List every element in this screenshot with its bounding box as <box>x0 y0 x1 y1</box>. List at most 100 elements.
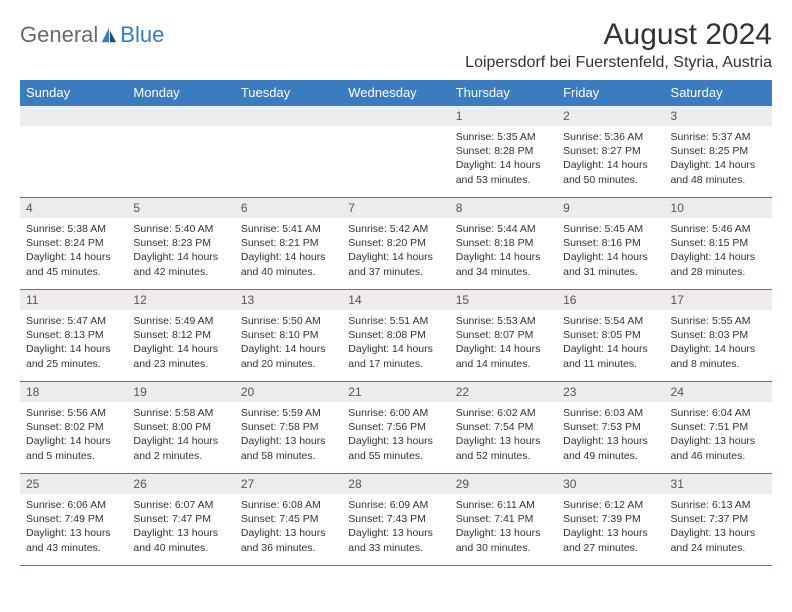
logo-sail-icon <box>100 26 118 44</box>
dayname-row: SundayMondayTuesdayWednesdayThursdayFrid… <box>20 80 772 106</box>
sunrise-line: Sunrise: 5:58 AM <box>133 406 228 420</box>
sunrise-line: Sunrise: 6:00 AM <box>348 406 443 420</box>
sunrise-line: Sunrise: 5:46 AM <box>671 222 766 236</box>
daylight-line: Daylight: 14 hours and 37 minutes. <box>348 250 443 278</box>
daylight-line: Daylight: 14 hours and 45 minutes. <box>26 250 121 278</box>
daylight-line: Daylight: 14 hours and 23 minutes. <box>133 342 228 370</box>
sunrise-line: Sunrise: 6:09 AM <box>348 498 443 512</box>
calendar-cell <box>127 106 234 198</box>
sunset-line: Sunset: 8:00 PM <box>133 420 228 434</box>
sunrise-line: Sunrise: 5:53 AM <box>456 314 551 328</box>
day-details: Sunrise: 5:51 AMSunset: 8:08 PMDaylight:… <box>342 310 449 375</box>
day-details: Sunrise: 6:13 AMSunset: 7:37 PMDaylight:… <box>665 494 772 559</box>
day-details: Sunrise: 5:56 AMSunset: 8:02 PMDaylight:… <box>20 402 127 467</box>
day-header: Friday <box>557 80 664 106</box>
calendar-cell: 14Sunrise: 5:51 AMSunset: 8:08 PMDayligh… <box>342 290 449 382</box>
calendar-cell: 5Sunrise: 5:40 AMSunset: 8:23 PMDaylight… <box>127 198 234 290</box>
calendar-cell: 24Sunrise: 6:04 AMSunset: 7:51 PMDayligh… <box>665 382 772 474</box>
day-details: Sunrise: 5:53 AMSunset: 8:07 PMDaylight:… <box>450 310 557 375</box>
day-details: Sunrise: 5:41 AMSunset: 8:21 PMDaylight:… <box>235 218 342 283</box>
sunset-line: Sunset: 8:20 PM <box>348 236 443 250</box>
sunrise-line: Sunrise: 6:07 AM <box>133 498 228 512</box>
title-block: August 2024 Loipersdorf bei Fuerstenfeld… <box>465 18 772 72</box>
calendar-cell: 20Sunrise: 5:59 AMSunset: 7:58 PMDayligh… <box>235 382 342 474</box>
day-number: 31 <box>665 474 772 494</box>
sunset-line: Sunset: 7:41 PM <box>456 512 551 526</box>
sunrise-line: Sunrise: 6:13 AM <box>671 498 766 512</box>
sunset-line: Sunset: 7:43 PM <box>348 512 443 526</box>
daylight-line: Daylight: 14 hours and 42 minutes. <box>133 250 228 278</box>
month-title: August 2024 <box>465 18 772 52</box>
daylight-line: Daylight: 14 hours and 28 minutes. <box>671 250 766 278</box>
sunset-line: Sunset: 8:16 PM <box>563 236 658 250</box>
daylight-line: Daylight: 13 hours and 43 minutes. <box>26 526 121 554</box>
calendar-week: 18Sunrise: 5:56 AMSunset: 8:02 PMDayligh… <box>20 382 772 474</box>
sunset-line: Sunset: 8:18 PM <box>456 236 551 250</box>
sunset-line: Sunset: 7:56 PM <box>348 420 443 434</box>
sunrise-line: Sunrise: 5:51 AM <box>348 314 443 328</box>
day-number <box>235 106 342 126</box>
day-number: 21 <box>342 382 449 402</box>
sunset-line: Sunset: 7:47 PM <box>133 512 228 526</box>
calendar-cell: 12Sunrise: 5:49 AMSunset: 8:12 PMDayligh… <box>127 290 234 382</box>
daylight-line: Daylight: 13 hours and 46 minutes. <box>671 434 766 462</box>
sunset-line: Sunset: 8:08 PM <box>348 328 443 342</box>
day-number: 1 <box>450 106 557 126</box>
daylight-line: Daylight: 13 hours and 55 minutes. <box>348 434 443 462</box>
calendar-body: 1Sunrise: 5:35 AMSunset: 8:28 PMDaylight… <box>20 106 772 566</box>
sunset-line: Sunset: 7:54 PM <box>456 420 551 434</box>
day-details: Sunrise: 6:07 AMSunset: 7:47 PMDaylight:… <box>127 494 234 559</box>
day-details: Sunrise: 5:36 AMSunset: 8:27 PMDaylight:… <box>557 126 664 191</box>
sunrise-line: Sunrise: 5:47 AM <box>26 314 121 328</box>
day-header: Wednesday <box>342 80 449 106</box>
day-details: Sunrise: 6:06 AMSunset: 7:49 PMDaylight:… <box>20 494 127 559</box>
sunrise-line: Sunrise: 5:44 AM <box>456 222 551 236</box>
sunrise-line: Sunrise: 6:03 AM <box>563 406 658 420</box>
day-details: Sunrise: 6:11 AMSunset: 7:41 PMDaylight:… <box>450 494 557 559</box>
calendar-week: 25Sunrise: 6:06 AMSunset: 7:49 PMDayligh… <box>20 474 772 566</box>
daylight-line: Daylight: 13 hours and 33 minutes. <box>348 526 443 554</box>
daylight-line: Daylight: 14 hours and 31 minutes. <box>563 250 658 278</box>
day-number: 12 <box>127 290 234 310</box>
day-number: 22 <box>450 382 557 402</box>
sunset-line: Sunset: 8:21 PM <box>241 236 336 250</box>
day-header: Saturday <box>665 80 772 106</box>
day-details: Sunrise: 5:42 AMSunset: 8:20 PMDaylight:… <box>342 218 449 283</box>
sunrise-line: Sunrise: 5:38 AM <box>26 222 121 236</box>
daylight-line: Daylight: 14 hours and 53 minutes. <box>456 158 551 186</box>
calendar-cell <box>20 106 127 198</box>
day-header: Tuesday <box>235 80 342 106</box>
logo: General Blue <box>20 18 164 48</box>
calendar-cell: 15Sunrise: 5:53 AMSunset: 8:07 PMDayligh… <box>450 290 557 382</box>
day-number: 27 <box>235 474 342 494</box>
daylight-line: Daylight: 14 hours and 17 minutes. <box>348 342 443 370</box>
day-number: 2 <box>557 106 664 126</box>
sunset-line: Sunset: 8:13 PM <box>26 328 121 342</box>
sunset-line: Sunset: 8:24 PM <box>26 236 121 250</box>
day-details: Sunrise: 6:08 AMSunset: 7:45 PMDaylight:… <box>235 494 342 559</box>
day-number: 6 <box>235 198 342 218</box>
day-number: 7 <box>342 198 449 218</box>
calendar-cell: 7Sunrise: 5:42 AMSunset: 8:20 PMDaylight… <box>342 198 449 290</box>
calendar-week: 4Sunrise: 5:38 AMSunset: 8:24 PMDaylight… <box>20 198 772 290</box>
daylight-line: Daylight: 14 hours and 14 minutes. <box>456 342 551 370</box>
sunrise-line: Sunrise: 5:35 AM <box>456 130 551 144</box>
daylight-line: Daylight: 14 hours and 50 minutes. <box>563 158 658 186</box>
calendar-cell: 23Sunrise: 6:03 AMSunset: 7:53 PMDayligh… <box>557 382 664 474</box>
day-details: Sunrise: 6:02 AMSunset: 7:54 PMDaylight:… <box>450 402 557 467</box>
sunrise-line: Sunrise: 6:06 AM <box>26 498 121 512</box>
sunset-line: Sunset: 7:45 PM <box>241 512 336 526</box>
sunset-line: Sunset: 8:10 PM <box>241 328 336 342</box>
calendar-cell: 27Sunrise: 6:08 AMSunset: 7:45 PMDayligh… <box>235 474 342 566</box>
day-details: Sunrise: 6:00 AMSunset: 7:56 PMDaylight:… <box>342 402 449 467</box>
sunset-line: Sunset: 8:27 PM <box>563 144 658 158</box>
daylight-line: Daylight: 13 hours and 49 minutes. <box>563 434 658 462</box>
day-number: 5 <box>127 198 234 218</box>
day-number: 8 <box>450 198 557 218</box>
calendar-cell: 9Sunrise: 5:45 AMSunset: 8:16 PMDaylight… <box>557 198 664 290</box>
day-details: Sunrise: 5:55 AMSunset: 8:03 PMDaylight:… <box>665 310 772 375</box>
day-number: 16 <box>557 290 664 310</box>
sunrise-line: Sunrise: 5:55 AM <box>671 314 766 328</box>
logo-text-blue: Blue <box>120 22 164 48</box>
daylight-line: Daylight: 14 hours and 2 minutes. <box>133 434 228 462</box>
